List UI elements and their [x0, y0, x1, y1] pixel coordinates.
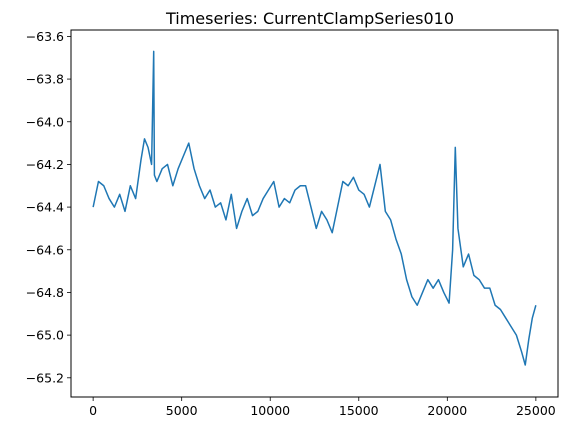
y-tick-label: −64.2: [26, 157, 64, 172]
x-tick-label: 0: [89, 403, 97, 418]
y-tick-label: −65.2: [26, 370, 64, 385]
chart-title: Timeseries: CurrentClampSeries010: [165, 9, 454, 28]
y-axis: −63.6 −63.8 −64.0 −64.2 −64.4 −64.6 −64.8 −65.0…: [26, 29, 71, 385]
x-axis: 0 5000 10000 15000 20000 25000: [89, 397, 556, 418]
y-tick-label: −63.8: [26, 72, 64, 87]
y-tick-label: −63.6: [26, 29, 64, 44]
x-tick-label: 25000: [516, 403, 556, 418]
y-tick-label: −64.0: [26, 114, 64, 129]
y-tick-label: −64.6: [26, 242, 64, 257]
x-tick-label: 20000: [427, 403, 467, 418]
plot-area: [92, 50, 537, 366]
y-tick-label: −64.8: [26, 285, 64, 300]
y-tick-label: −65.0: [26, 328, 64, 343]
series-line: [92, 50, 537, 366]
x-tick-label: 15000: [339, 403, 379, 418]
axes-frame: [70, 29, 559, 398]
x-tick-label: 5000: [166, 403, 198, 418]
x-tick-label: 10000: [250, 403, 290, 418]
y-tick-label: −64.4: [26, 200, 64, 215]
